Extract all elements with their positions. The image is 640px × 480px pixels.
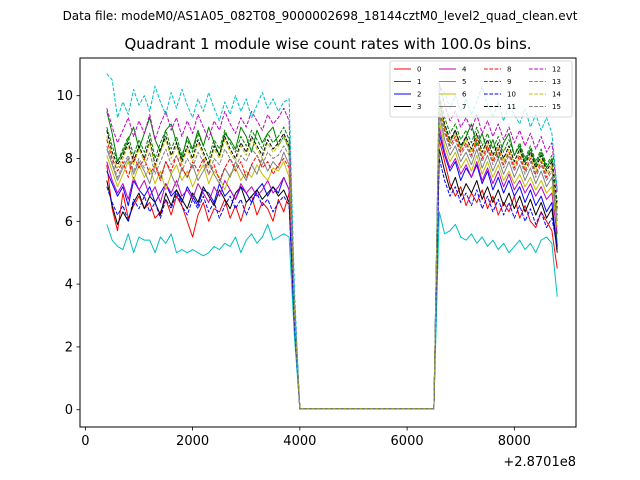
- plot-area: [80, 58, 576, 427]
- plot-frame: [79, 57, 577, 428]
- x-tick-label: 2000: [176, 434, 209, 449]
- x-axis: 0 2000 4000 6000 8000: [81, 427, 531, 449]
- x-tick-label: 4000: [283, 434, 316, 449]
- legend-label-7: 7: [462, 103, 466, 111]
- x-tick-label: 6000: [391, 434, 424, 449]
- x-tick-label: 8000: [498, 434, 531, 449]
- legend-label-14: 14: [552, 91, 561, 99]
- chart-title: Quadrant 1 module wise count rates with …: [124, 35, 531, 53]
- y-tick-label: 6: [65, 215, 73, 230]
- figure-suptitle: Data file: modeM0/AS1A05_082T08_90000026…: [63, 9, 578, 23]
- legend-label-6: 6: [462, 91, 467, 99]
- legend-label-8: 8: [507, 66, 511, 74]
- legend-label-1: 1: [417, 78, 421, 86]
- x-axis-offset-label: +2.8701e8: [503, 455, 576, 470]
- series-line-15: [106, 110, 558, 410]
- legend-label-13: 13: [552, 78, 561, 86]
- legend-label-2: 2: [417, 91, 421, 99]
- y-tick-label: 0: [65, 403, 73, 418]
- y-tick-label: 4: [65, 278, 73, 293]
- y-axis: 0 2 4 6 8 10: [56, 89, 80, 418]
- legend-label-12: 12: [552, 66, 561, 74]
- legend-label-10: 10: [507, 91, 516, 99]
- legend-label-3: 3: [417, 103, 421, 111]
- legend-box: [389, 60, 573, 118]
- legend-label-4: 4: [462, 66, 467, 74]
- legend-label-5: 5: [462, 78, 466, 86]
- legend-label-11: 11: [507, 103, 516, 111]
- x-tick-label: 0: [81, 434, 89, 449]
- y-tick-label: 2: [65, 340, 73, 355]
- series-line-9: [106, 95, 558, 410]
- legend-label-15: 15: [552, 103, 561, 111]
- series-layer: [106, 73, 558, 410]
- legend-label-0: 0: [417, 66, 421, 74]
- legend-label-9: 9: [507, 78, 511, 86]
- y-tick-label: 8: [65, 152, 73, 167]
- y-tick-label: 10: [56, 89, 73, 104]
